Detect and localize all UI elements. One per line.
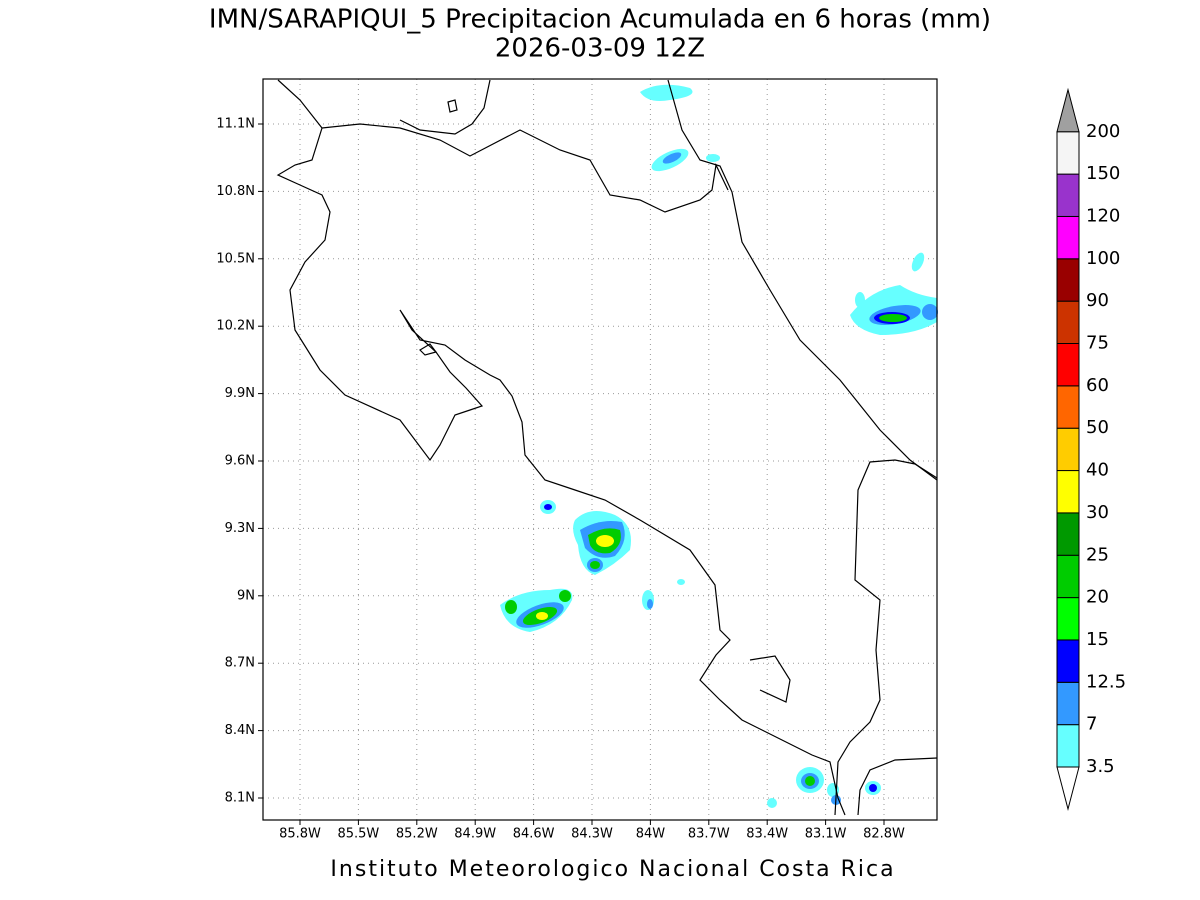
colorbar-swatch <box>1056 131 1080 175</box>
precipitation <box>500 84 938 808</box>
lon-label: 85.2W <box>396 827 438 842</box>
colorbar-swatch <box>1056 385 1080 429</box>
lon-label: 84W <box>636 827 666 842</box>
lat-label: 9N <box>237 588 255 603</box>
coastlines <box>276 79 938 816</box>
lat-label: 8.1N <box>225 791 255 806</box>
colorbar-swatch <box>1056 300 1080 344</box>
lon-label: 84.9W <box>454 827 496 842</box>
lat-label: 10.5N <box>216 251 255 266</box>
colorbar-swatch <box>1056 470 1080 514</box>
lon-label: 85.8W <box>279 827 321 842</box>
map-frame <box>262 78 938 821</box>
colorbar-label: 15 <box>1086 629 1109 650</box>
grid <box>263 79 937 820</box>
lat-label: 8.7N <box>225 656 255 671</box>
map <box>258 78 938 825</box>
lat-label: 10.8N <box>216 184 255 199</box>
lon-label: 82.8W <box>863 827 905 842</box>
colorbar-label: 60 <box>1086 375 1109 396</box>
colorbar-top-arrow <box>1056 87 1080 133</box>
lon-label: 85.5W <box>337 827 379 842</box>
lon-label: 83.7W <box>688 827 730 842</box>
colorbar-swatch <box>1056 681 1080 726</box>
colorbar-bottom-arrow <box>1056 766 1080 811</box>
lat-label: 9.6N <box>225 454 255 469</box>
colorbar-swatch <box>1056 554 1080 599</box>
colorbar-label: 100 <box>1086 248 1120 269</box>
colorbar-label: 75 <box>1086 333 1109 354</box>
colorbar-swatch <box>1056 724 1080 768</box>
lat-label: 10.2N <box>216 319 255 334</box>
colorbar-label: 50 <box>1086 417 1109 438</box>
lon-label: 84.6W <box>513 827 555 842</box>
lat-label: 8.4N <box>225 723 255 738</box>
colorbar-swatch <box>1056 427 1080 472</box>
colorbar-swatch <box>1056 512 1080 556</box>
footer: Instituto Meteorologico Nacional Costa R… <box>330 857 895 882</box>
colorbar-swatch <box>1056 639 1080 683</box>
lat-label: 11.1N <box>216 117 255 132</box>
colorbar-label: 200 <box>1086 121 1120 142</box>
lon-label: 83.1W <box>805 827 847 842</box>
lat-label: 9.3N <box>225 521 255 536</box>
lon-label: 84.3W <box>571 827 613 842</box>
lon-label: 83.4W <box>746 827 788 842</box>
colorbar-label: 20 <box>1086 587 1109 608</box>
colorbar-label: 120 <box>1086 205 1120 226</box>
colorbar-swatch <box>1056 173 1080 217</box>
colorbar-label: 150 <box>1086 163 1120 184</box>
colorbar-label: 7 <box>1086 714 1097 735</box>
map-frame-bg <box>263 79 937 820</box>
colorbar-label: 3.5 <box>1086 756 1115 777</box>
colorbar-swatch <box>1056 597 1080 641</box>
colorbar-swatch <box>1056 258 1080 302</box>
colorbar-swatch <box>1056 343 1080 387</box>
title: IMN/SARAPIQUI_5 Precipitacion Acumulada … <box>209 5 991 35</box>
colorbar-label: 30 <box>1086 502 1109 523</box>
lat-label: 9.9N <box>225 386 255 401</box>
colorbar: 3.5 7 12.5 15 20 25 30 40 50 60 75 90 100 120 150 200 <box>1056 87 1126 811</box>
colorbar-label: 90 <box>1086 290 1109 311</box>
colorbar-label: 12.5 <box>1086 671 1126 692</box>
subtitle: 2026-03-09 12Z <box>495 34 705 64</box>
colorbar-swatch <box>1056 215 1080 260</box>
colorbar-label: 40 <box>1086 460 1109 481</box>
colorbar-label: 25 <box>1086 544 1109 565</box>
